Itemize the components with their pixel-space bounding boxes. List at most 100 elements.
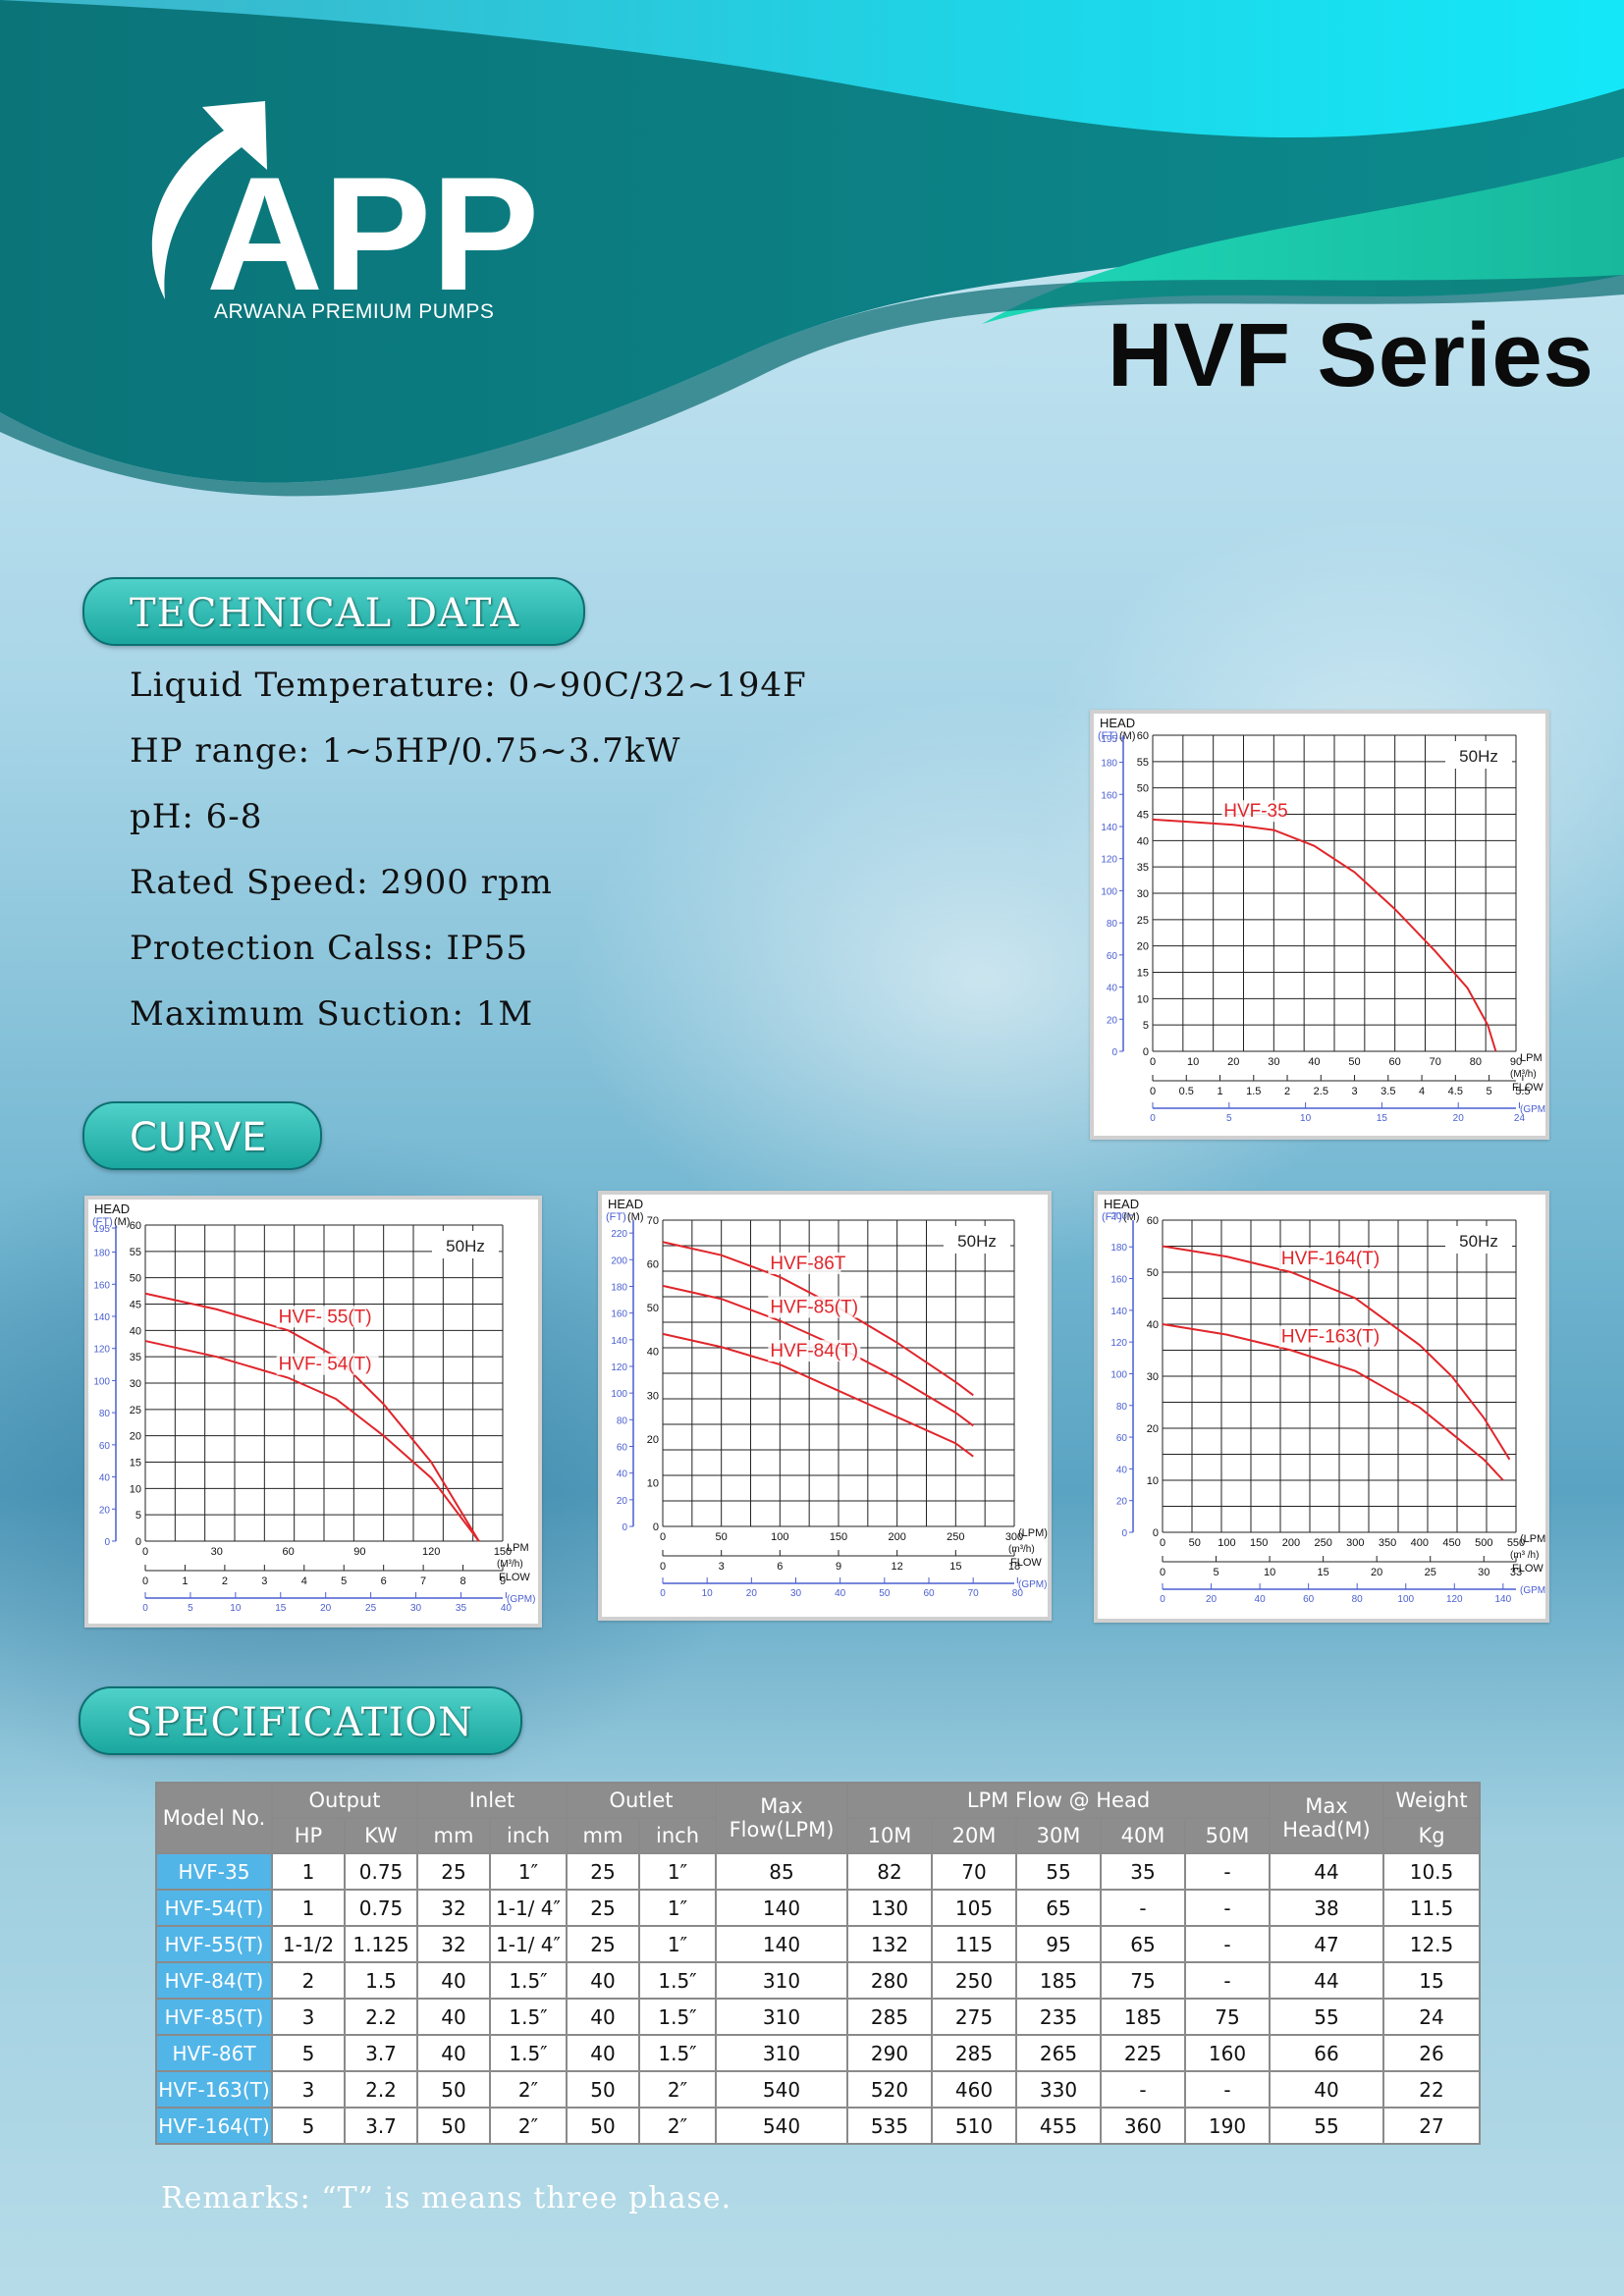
y-axis-title: HEAD bbox=[1104, 1197, 1139, 1211]
table-cell: 140 bbox=[715, 1925, 848, 1963]
y-tick-label-ft: 140 bbox=[1101, 823, 1117, 833]
x-tick-label-gpm: 10 bbox=[230, 1603, 242, 1614]
table-cell: 132 bbox=[846, 1925, 933, 1963]
table-cell: 535 bbox=[846, 2107, 933, 2145]
y-tick-label-m: 5 bbox=[135, 1510, 141, 1522]
y-tick-label-ft: 20 bbox=[1107, 1015, 1118, 1026]
table-cell: 520 bbox=[846, 2070, 933, 2109]
table-cell: 285 bbox=[931, 2034, 1017, 2072]
x-tick-label-lpm: 0 bbox=[660, 1531, 666, 1543]
x-tick-label-m3h: 1 bbox=[1217, 1086, 1222, 1097]
x-tick-label-m3h: 12 bbox=[892, 1561, 903, 1573]
table-row: HVF-54(T) 1 0.75 32 1-1/ 4″ 25 1″ 140 130 105 65- -… bbox=[155, 1889, 1481, 1927]
table-cell: 115 bbox=[931, 1925, 1017, 1963]
table-cell: 290 bbox=[846, 2034, 933, 2072]
y-tick-label-m: 55 bbox=[130, 1247, 141, 1258]
table-cell: 250 bbox=[931, 1961, 1017, 2000]
table-cell: 40 bbox=[416, 1998, 491, 2036]
series-title: HVF Series bbox=[1108, 305, 1595, 405]
series-line bbox=[662, 1332, 974, 1458]
series-label-bg bbox=[276, 1306, 379, 1328]
x-tick-label-gpm: 40 bbox=[1255, 1594, 1267, 1605]
x-axis-title: FLOW bbox=[1512, 1082, 1543, 1094]
header-weight: Weight bbox=[1382, 1782, 1481, 1819]
table-cell: 185 bbox=[1015, 1961, 1102, 2000]
specification-heading: SPECIFICATION bbox=[79, 1686, 522, 1755]
series-line bbox=[144, 1340, 480, 1542]
subheader-cell: inch bbox=[489, 1817, 568, 1854]
table-cell: 360 bbox=[1100, 2107, 1186, 2145]
x-tick-label-lpm: 40 bbox=[1308, 1056, 1320, 1068]
x-tick-label-lpm: 60 bbox=[282, 1546, 294, 1558]
subheader-cell: mm bbox=[416, 1817, 491, 1854]
table-cell: 38 bbox=[1269, 1889, 1384, 1927]
x-tick-label-gpm: 50 bbox=[879, 1588, 891, 1599]
subheader-cell: 20M bbox=[931, 1817, 1017, 1854]
y-tick-label-m: 40 bbox=[1137, 835, 1149, 847]
table-cell: 25 bbox=[566, 1852, 640, 1891]
y-tick-label-ft: 0 bbox=[622, 1522, 627, 1533]
table-cell: 11.5 bbox=[1382, 1889, 1481, 1927]
table-cell: 1.5″ bbox=[638, 2034, 717, 2072]
y-axis-unit-ft: (FT) bbox=[606, 1211, 626, 1223]
y-tick-label-m: 30 bbox=[1137, 888, 1149, 900]
model-cell: HVF-54(T) bbox=[155, 1889, 273, 1927]
y-tick-label-m: 10 bbox=[1137, 993, 1149, 1005]
table-cell: 40 bbox=[566, 1961, 640, 2000]
x-tick-label-m3h: 20 bbox=[1371, 1567, 1382, 1578]
x-tick-label-m3h: 3 bbox=[719, 1561, 725, 1573]
table-cell: 455 bbox=[1015, 2107, 1102, 2145]
y-tick-label-ft: 0 bbox=[1111, 1047, 1117, 1058]
chart-hvf-84-86: 50Hz HEAD (FT) (M) 0 10 20 30 40 50 60 70 0 20 40 60 80 1… bbox=[598, 1191, 1052, 1621]
x-tick-label-m3h: 0 bbox=[660, 1561, 666, 1573]
y-tick-label-m: 20 bbox=[1147, 1423, 1159, 1435]
y-tick-label-m: 0 bbox=[653, 1522, 659, 1533]
x-tick-label-gpm: 40 bbox=[835, 1588, 846, 1599]
y-tick-label-m: 30 bbox=[647, 1390, 659, 1402]
table-cell: 55 bbox=[1269, 1998, 1384, 2036]
table-cell: 10.5 bbox=[1382, 1852, 1481, 1891]
header-wave bbox=[0, 0, 1624, 497]
specification-body: HVF-35 1 0.75 25 1″ 25 1″ 85 82 70 55 35-44 10.5 HVF-… bbox=[155, 1852, 1481, 2145]
table-row: HVF-85(T) 3 2.2 40 1.5″ 40 1.5″ 310 285 275 235 185… bbox=[155, 1998, 1481, 2036]
y-tick-label-ft: 120 bbox=[611, 1362, 627, 1373]
x-axis-title: FLOW bbox=[499, 1572, 530, 1583]
y-tick-label-m: 45 bbox=[1137, 810, 1149, 822]
y-tick-label-ft: 60 bbox=[617, 1442, 628, 1453]
y-tick-label-m: 30 bbox=[1147, 1371, 1159, 1383]
x-tick-label-gpm: 0 bbox=[142, 1603, 148, 1614]
x-tick-label-gpm: 60 bbox=[1303, 1594, 1315, 1605]
x-tick-label-lpm: 50 bbox=[716, 1531, 728, 1543]
table-cell: 330 bbox=[1015, 2070, 1102, 2109]
freq-label: 50Hz bbox=[957, 1232, 997, 1251]
freq-label-bg bbox=[944, 1226, 1010, 1254]
y-tick-label-m: 15 bbox=[1137, 968, 1149, 980]
x-tick-label-gpm: 24 bbox=[1514, 1113, 1526, 1124]
x-tick-label-gpm: 0 bbox=[1150, 1113, 1156, 1124]
subheader-cell: HP bbox=[271, 1817, 346, 1854]
x-tick-label-lpm: 120 bbox=[422, 1546, 440, 1558]
x-tick-label-m3h: 3 bbox=[261, 1575, 267, 1587]
table-cell: 40 bbox=[1269, 2070, 1384, 2109]
x-tick-label-lpm: 200 bbox=[1282, 1537, 1300, 1549]
table-cell: 44 bbox=[1269, 1852, 1384, 1891]
y-tick-label-m: 60 bbox=[1137, 730, 1149, 742]
subheader-row: HP KW mm inch mm inch 10M 20M 30M 40M 50M Kg bbox=[156, 1817, 1481, 1854]
table-cell: 1-1/ 4″ bbox=[489, 1889, 568, 1927]
y-tick-label-ft: 180 bbox=[1101, 759, 1117, 770]
table-cell: 1 bbox=[271, 1852, 346, 1891]
subheader-cell: mm bbox=[566, 1817, 640, 1854]
table-cell: - bbox=[1100, 2070, 1186, 2109]
svg-text:APP: APP bbox=[206, 143, 539, 324]
subheader-cell: KW bbox=[344, 1817, 418, 1854]
table-cell: 540 bbox=[715, 2107, 848, 2145]
x-tick-label-lpm: 100 bbox=[1218, 1537, 1235, 1549]
series-label: HVF-164(T) bbox=[1281, 1249, 1380, 1269]
y-tick-label-ft: 200 bbox=[1110, 1211, 1127, 1222]
header-max-head: Max Head(M) bbox=[1269, 1782, 1384, 1854]
brand-subtitle: ARWANA PREMIUM PUMPS bbox=[214, 300, 495, 323]
series-label: HVF-86T bbox=[770, 1254, 845, 1274]
table-cell: - bbox=[1100, 1889, 1186, 1927]
table-cell: 280 bbox=[846, 1961, 933, 2000]
table-cell: 75 bbox=[1184, 1998, 1271, 2036]
